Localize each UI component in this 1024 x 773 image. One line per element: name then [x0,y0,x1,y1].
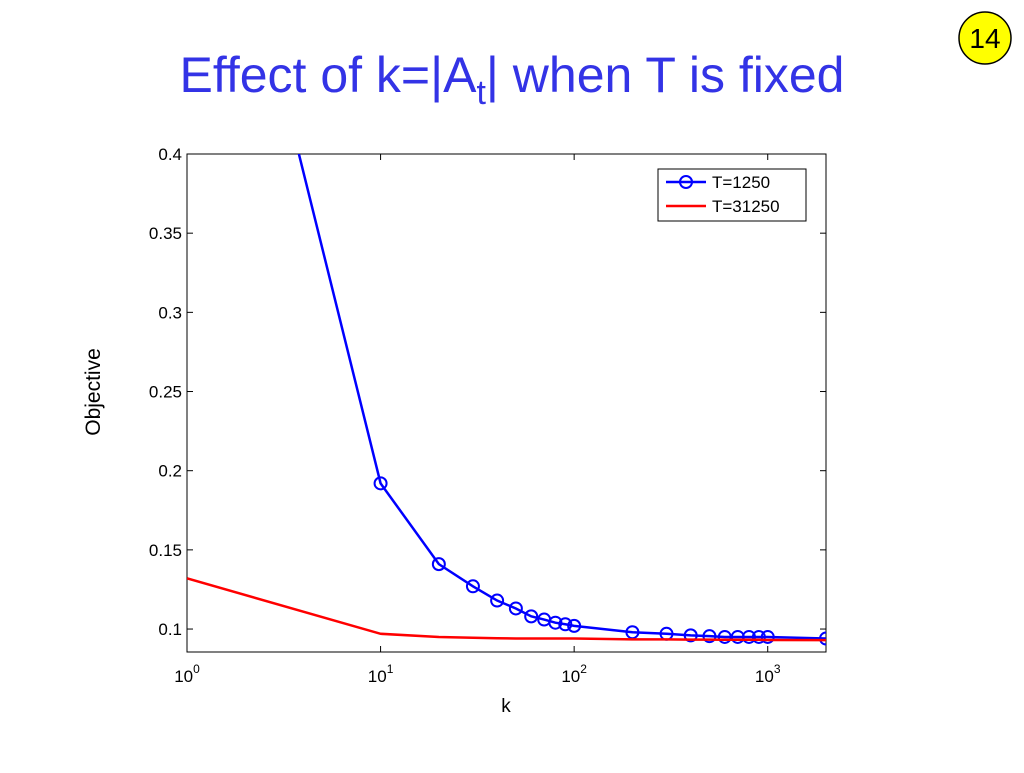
x-tick-label: 100 [174,662,200,686]
x-tick-exponent: 0 [193,662,200,676]
series-marker [751,629,766,644]
series-line [297,154,826,640]
y-tick-label: 0.3 [158,303,182,322]
series-marker [741,629,756,644]
x-tick-exponent: 1 [387,662,394,676]
y-tick-label: 0.15 [149,541,182,560]
title-subscript: t [476,74,486,112]
x-tick-base: 10 [561,667,580,686]
page-number: 14 [969,23,1000,54]
plot-frame [186,153,827,653]
legend-label: T=31250 [712,197,780,216]
y-axis-label: Objective [82,348,105,436]
series-marker [548,615,563,630]
series-marker [683,628,698,643]
x-tick-exponent: 2 [580,662,587,676]
page-number-badge [958,11,1012,65]
series-marker [524,609,539,624]
y-tick-label: 0.2 [158,462,182,481]
title-part: | when T is fixed [486,47,845,103]
plot-area [187,154,826,646]
series-marker [760,629,775,644]
x-tick-base: 10 [368,667,387,686]
series-marker [819,631,826,646]
y-tick-label: 0.25 [149,383,182,402]
slide-title: Effect of k=|At| when T is fixed [180,47,845,112]
legend-label: T=1250 [712,173,770,192]
x-tick-base: 10 [174,667,193,686]
series-line [187,577,826,642]
x-tick-label: 101 [368,662,394,686]
y-tick-label: 0.35 [149,224,182,243]
y-tick-label: 0.1 [158,620,182,639]
series-marker [490,593,505,608]
legend-marker [679,175,693,189]
series-marker [465,579,480,594]
title-part: Effect of k=|A [180,47,478,103]
x-tick-base: 10 [755,667,774,686]
x-tick-label: 103 [755,662,781,686]
series-marker [508,601,523,616]
y-tick-label: 0.4 [158,145,182,164]
x-axis-label: k [501,696,511,717]
series-marker [373,476,388,491]
series-marker [702,629,717,644]
series-marker [558,617,573,632]
x-tick-exponent: 3 [774,662,781,676]
x-tick-label: 102 [561,662,587,686]
series-marker [431,557,446,572]
series-marker [567,618,582,633]
